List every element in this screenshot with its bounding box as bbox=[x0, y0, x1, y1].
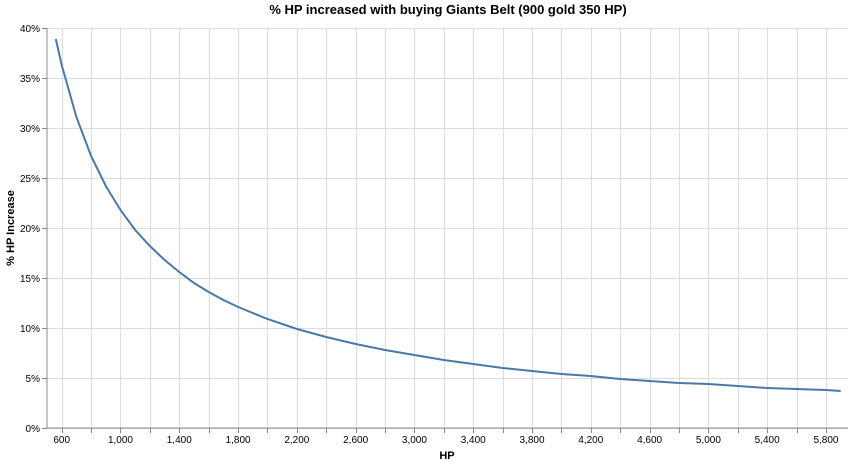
y-tick-label: 30% bbox=[20, 124, 40, 135]
x-tick-label: 2,600 bbox=[343, 435, 368, 446]
x-tick-label: 2,200 bbox=[284, 435, 309, 446]
x-axis-title: HP bbox=[439, 450, 454, 462]
y-tick-label: 35% bbox=[20, 74, 40, 85]
y-tick-label: 40% bbox=[20, 24, 40, 35]
x-tick-label: 1,000 bbox=[108, 435, 133, 446]
y-tick-label: 0% bbox=[26, 424, 41, 435]
y-axis-title: % HP Increase bbox=[5, 190, 17, 266]
x-tick-label: 5,800 bbox=[813, 435, 838, 446]
x-tick-label: 4,600 bbox=[637, 435, 662, 446]
x-tick-label: 1,800 bbox=[226, 435, 251, 446]
x-tick-label: 4,200 bbox=[578, 435, 603, 446]
y-tick-label: 20% bbox=[20, 224, 40, 235]
y-tick-label: 5% bbox=[26, 374, 41, 385]
x-tick-label: 3,000 bbox=[402, 435, 427, 446]
series-line bbox=[54, 38, 841, 392]
grid-lines bbox=[47, 28, 848, 429]
y-tick-label: 10% bbox=[20, 324, 40, 335]
y-tick-label: 25% bbox=[20, 174, 40, 185]
x-tick-label: 1,400 bbox=[167, 435, 192, 446]
x-tick-label: 5,000 bbox=[696, 435, 721, 446]
x-tick-label: 3,400 bbox=[461, 435, 486, 446]
y-tick-label: 15% bbox=[20, 274, 40, 285]
series-layer bbox=[54, 38, 841, 392]
x-tick-label: 600 bbox=[53, 435, 70, 446]
y-axis-ticks: 0% 5% 10% 15% 20% 25% 30% 35% 40% bbox=[20, 24, 47, 435]
x-axis-ticks: 600 1,000 1,400 1,800 2,200 2,600 3,000 3,400 3,… bbox=[53, 428, 839, 446]
x-tick-label: 3,800 bbox=[519, 435, 544, 446]
chart-title: % HP increased with buying Giants Belt (… bbox=[269, 2, 626, 17]
x-tick-label: 5,400 bbox=[755, 435, 780, 446]
